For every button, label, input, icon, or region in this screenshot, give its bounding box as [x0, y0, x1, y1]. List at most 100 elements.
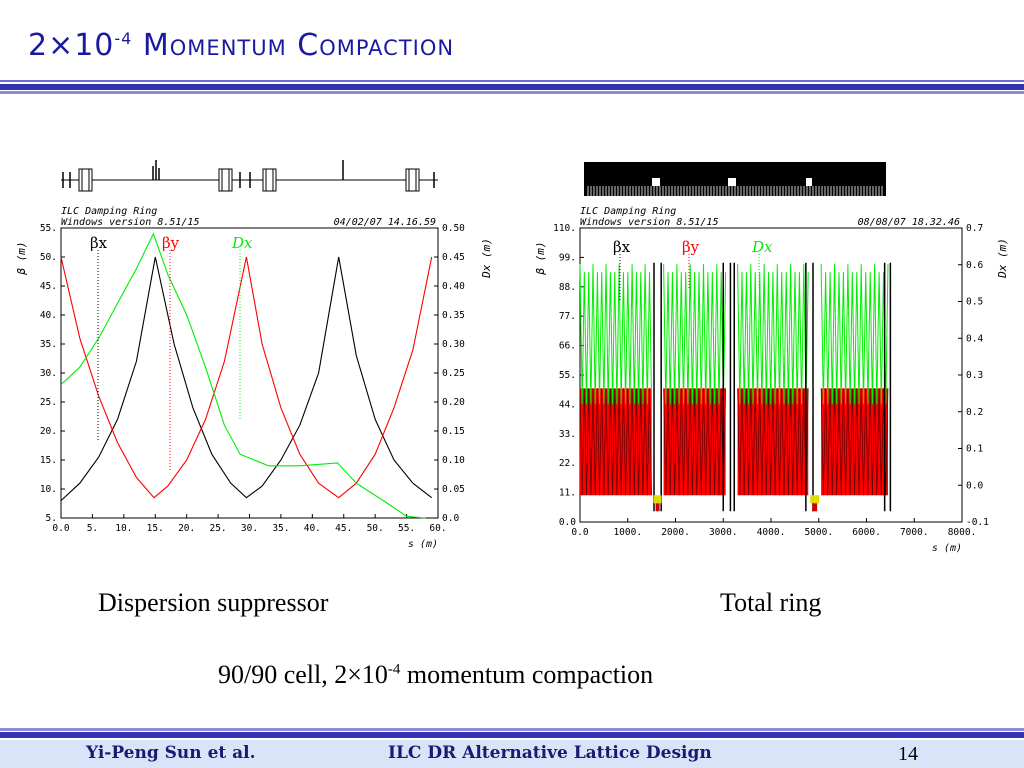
y-right-tick-label: -0.1 — [966, 517, 989, 528]
slide-subtitle: 90/90 cell, 2×10-4 momentum compaction — [218, 660, 654, 689]
x-tick-label: 5000. — [804, 527, 833, 538]
x-tick-label: 0.0 — [52, 523, 69, 534]
x-tick-label: 20. — [178, 523, 195, 534]
page-number: 14 — [898, 743, 918, 765]
y-right-tick-label: 0.0 — [442, 513, 459, 524]
y-left-tick-label: 20. — [40, 426, 57, 437]
y-left-tick-label: 88. — [559, 282, 576, 293]
x-tick-label: 35. — [272, 523, 289, 534]
straight-section-beta — [812, 503, 818, 512]
y-left-tick-label: 66. — [559, 341, 576, 352]
y-right-tick-label: 0.50 — [442, 223, 465, 234]
x-tick-label: 8000. — [948, 527, 977, 538]
footer-title: ILC DR Alternative Lattice Design — [388, 743, 712, 763]
y-left-tick-label: 33. — [559, 429, 576, 440]
caption-dispersion-suppressor: Dispersion suppressor — [98, 588, 329, 617]
x-tick-label: 10. — [115, 523, 132, 534]
y-right-tick-label: 0.40 — [442, 281, 465, 292]
lattice-quadrupole — [408, 168, 417, 192]
y-left-tick-label: 99. — [559, 252, 576, 263]
x-tick-label: 4000. — [757, 527, 786, 538]
y-right-tick-label: 0.7 — [966, 223, 983, 234]
y-left-tick-label: 0.0 — [559, 517, 576, 528]
lattice-straight-section — [806, 178, 812, 186]
series-line-beta-x — [60, 256, 433, 502]
y-left-tick-label: 110. — [553, 223, 576, 234]
series-line-dx — [737, 264, 809, 405]
y-right-tick-label: 0.5 — [966, 297, 983, 308]
slide-title: 2×10-4 Momentum Compaction — [28, 28, 455, 63]
y-left-tick-label: 11. — [559, 488, 576, 499]
x-tick-label: 30. — [241, 523, 258, 534]
title-divider — [0, 80, 1024, 94]
series-line-beta-x — [737, 388, 809, 496]
footer-author: Yi-Peng Sun et al. — [86, 743, 256, 763]
straight-section-marker — [810, 495, 820, 504]
series-line-dx — [820, 264, 889, 405]
y-left-tick-label: 44. — [559, 399, 576, 410]
y-left-tick-label: 77. — [559, 311, 576, 322]
legend-label: βy — [162, 234, 180, 252]
lattice-quadrupole — [265, 168, 274, 192]
x-tick-label: 1000. — [613, 527, 642, 538]
footer-divider — [0, 728, 1024, 740]
x-tick-label: 6000. — [852, 527, 881, 538]
y-right-tick-label: 0.4 — [966, 333, 983, 344]
series-line-dx — [60, 232, 426, 519]
series-line-beta-x — [663, 388, 726, 496]
legend-label: Dx — [751, 238, 773, 256]
footer-bar: Yi-Peng Sun et al. ILC DR Alternative La… — [0, 740, 1024, 768]
y-left-tick-label: 22. — [559, 458, 576, 469]
y-right-tick-label: 0.25 — [442, 368, 465, 379]
x-tick-label: 3000. — [709, 527, 738, 538]
x-axis-label: s (m) — [408, 539, 438, 550]
y-right-axis-label: Dx (m) — [996, 238, 1009, 279]
x-tick-label: 15. — [147, 523, 164, 534]
y-left-tick-label: 55. — [559, 370, 576, 381]
series-line-beta-y — [60, 256, 433, 499]
y-right-tick-label: 0.35 — [442, 310, 465, 321]
chart-header-line-1: ILC Damping Ring — [580, 206, 676, 217]
x-tick-label: 45. — [335, 523, 352, 534]
y-left-tick-label: 30. — [40, 368, 57, 379]
y-left-tick-label: 15. — [40, 455, 57, 466]
chart-timestamp: 08/08/07 18.32.46 — [858, 217, 960, 228]
x-tick-label: 2000. — [661, 527, 690, 538]
series-line-dx — [579, 264, 653, 405]
x-axis-label: s (m) — [932, 543, 962, 554]
y-right-tick-label: 0.30 — [442, 339, 465, 350]
x-tick-label: 7000. — [900, 527, 929, 538]
y-right-tick-label: 0.1 — [966, 444, 983, 455]
y-right-tick-label: 0.05 — [442, 484, 465, 495]
x-tick-label: 60. — [429, 523, 446, 534]
y-left-axis-label: β (m) — [15, 241, 28, 275]
series-line-beta-x — [820, 388, 889, 496]
y-left-tick-label: 45. — [40, 281, 57, 292]
x-tick-label: 5. — [87, 523, 98, 534]
x-tick-label: 0.0 — [571, 527, 588, 538]
x-tick-label: 25. — [209, 523, 226, 534]
y-left-tick-label: 40. — [40, 310, 57, 321]
series-line-dx — [663, 264, 727, 405]
caption-total-ring: Total ring — [720, 588, 822, 617]
chart-header-line-1: ILC Damping Ring — [61, 206, 157, 217]
x-tick-label: 40. — [304, 523, 321, 534]
y-right-tick-label: 0.2 — [966, 407, 983, 418]
y-right-tick-label: 0.0 — [966, 480, 983, 491]
chart-header-line-2: Windows version 8.51/15 — [580, 217, 718, 228]
y-right-tick-label: 0.10 — [442, 455, 465, 466]
y-left-axis-label: β (m) — [534, 241, 547, 275]
series-line-beta-x — [579, 388, 652, 496]
y-left-tick-label: 35. — [40, 339, 57, 350]
lattice-straight-section — [728, 178, 736, 186]
x-tick-label: 55. — [398, 523, 415, 534]
y-right-axis-label: Dx (m) — [480, 238, 493, 279]
lattice-quadrupole — [81, 168, 90, 192]
legend-label: βx — [613, 238, 631, 256]
y-left-tick-label: 50. — [40, 252, 57, 263]
y-left-tick-label: 10. — [40, 484, 57, 495]
y-right-tick-label: 0.6 — [966, 260, 983, 271]
chart-header-line-2: Windows version 8.51/15 — [61, 217, 199, 228]
y-left-tick-label: 5. — [46, 513, 57, 524]
